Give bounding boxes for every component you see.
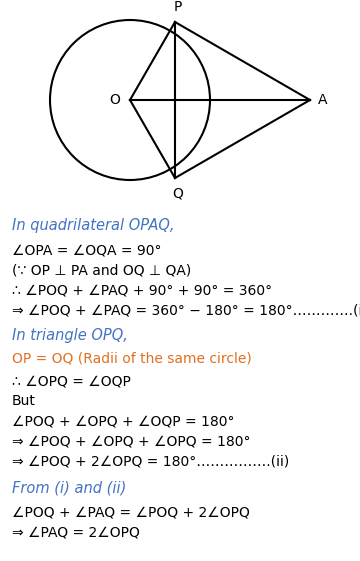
Text: From (i) and (ii): From (i) and (ii) [12, 480, 126, 495]
Text: In quadrilateral OPAQ,: In quadrilateral OPAQ, [12, 218, 175, 233]
Text: In triangle OPQ,: In triangle OPQ, [12, 328, 128, 343]
Text: O: O [109, 93, 120, 107]
Text: ∴ ∠POQ + ∠PAQ + 90° + 90° = 360°: ∴ ∠POQ + ∠PAQ + 90° + 90° = 360° [12, 283, 272, 297]
Text: ⇒ ∠POQ + 2∠OPQ = 180°…………….(ii): ⇒ ∠POQ + 2∠OPQ = 180°…………….(ii) [12, 454, 289, 468]
Text: P: P [174, 0, 182, 14]
Text: ∴ ∠OPQ = ∠OQP: ∴ ∠OPQ = ∠OQP [12, 374, 131, 388]
Text: ⇒ ∠PAQ = 2∠OPQ: ⇒ ∠PAQ = 2∠OPQ [12, 525, 140, 539]
Text: ∠OPA = ∠OQA = 90°: ∠OPA = ∠OQA = 90° [12, 243, 162, 257]
Text: OP = OQ (Radii of the same circle): OP = OQ (Radii of the same circle) [12, 351, 252, 365]
Text: (∵ OP ⊥ PA and OQ ⊥ QA): (∵ OP ⊥ PA and OQ ⊥ QA) [12, 263, 191, 277]
Text: A: A [318, 93, 328, 107]
Text: ⇒ ∠POQ + ∠PAQ = 360° − 180° = 180°………….(i): ⇒ ∠POQ + ∠PAQ = 360° − 180° = 180°………….(… [12, 303, 360, 317]
Text: But: But [12, 394, 36, 408]
Text: Q: Q [172, 186, 184, 200]
Text: ⇒ ∠POQ + ∠OPQ + ∠OPQ = 180°: ⇒ ∠POQ + ∠OPQ + ∠OPQ = 180° [12, 434, 251, 448]
Text: ∠POQ + ∠OPQ + ∠OQP = 180°: ∠POQ + ∠OPQ + ∠OQP = 180° [12, 414, 234, 428]
Text: ∠POQ + ∠PAQ = ∠POQ + 2∠OPQ: ∠POQ + ∠PAQ = ∠POQ + 2∠OPQ [12, 505, 250, 519]
